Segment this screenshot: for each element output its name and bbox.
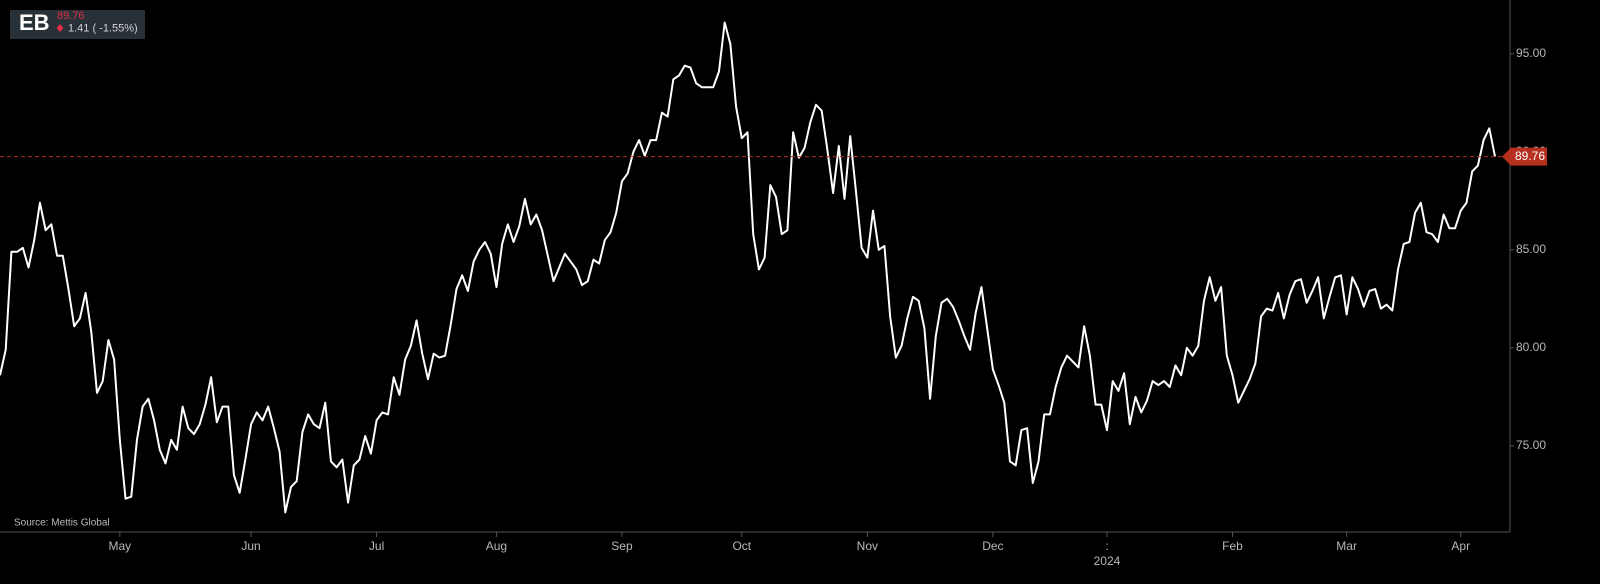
overlay: EB 89.76 1.41 ( -1.55%) Source: Mettis G… [10,10,1547,529]
y-tick-label: 85.00 [1516,242,1546,256]
x-tick-label: Jul [369,539,384,553]
header-change: 1.41 ( -1.55%) [68,22,138,34]
header-box [10,10,145,39]
x-tick-label: Nov [857,539,878,553]
x-tick-label: Dec [982,539,1003,553]
plot [0,21,1510,514]
x-tick-label: Mar [1336,539,1357,553]
x-tick-label: Oct [732,539,751,553]
header-price: 89.76 [57,10,85,22]
x-tick-label: 2024 [1094,554,1121,568]
x-tick-label: Feb [1222,539,1243,553]
last-value-label: 89.76 [1515,149,1545,163]
price-line [0,21,1496,514]
symbol: EB [19,10,50,35]
ticks: 75.0080.0085.0090.0095.00MayJunJulAugSep… [108,46,1546,568]
y-tick-label: 75.00 [1516,438,1546,452]
last-value-tag [1502,147,1547,166]
x-tick-sep: : [1105,539,1108,553]
x-tick-label: Aug [486,539,507,553]
x-tick-label: Jun [241,539,260,553]
source-note: Source: Mettis Global [14,518,110,529]
x-tick-label: May [108,539,131,553]
y-tick-label: 95.00 [1516,46,1546,60]
x-tick-label: Apr [1451,539,1470,553]
x-tick-label: Sep [611,539,633,553]
down-icon [56,24,64,32]
y-tick-label: 80.00 [1516,340,1546,354]
